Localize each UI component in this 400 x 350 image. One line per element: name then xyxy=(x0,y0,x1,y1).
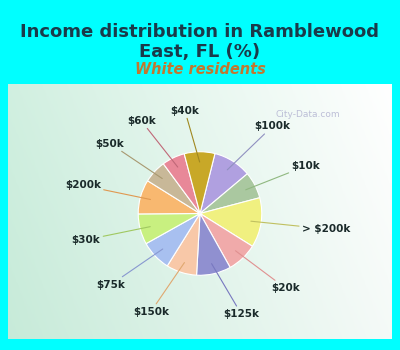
Wedge shape xyxy=(148,164,200,214)
Wedge shape xyxy=(167,214,200,275)
Wedge shape xyxy=(138,214,200,244)
Text: $10k: $10k xyxy=(246,161,320,190)
Wedge shape xyxy=(184,152,215,214)
Text: $100k: $100k xyxy=(227,121,290,170)
Text: City-Data.com: City-Data.com xyxy=(275,110,340,119)
Text: Income distribution in Ramblewood: Income distribution in Ramblewood xyxy=(20,23,380,41)
Text: East, FL (%): East, FL (%) xyxy=(140,43,260,61)
Text: $200k: $200k xyxy=(65,181,150,199)
Text: $150k: $150k xyxy=(133,262,184,317)
Wedge shape xyxy=(163,154,200,214)
Text: > $200k: > $200k xyxy=(251,221,350,234)
Wedge shape xyxy=(146,214,200,266)
Text: $40k: $40k xyxy=(170,106,200,162)
Text: White residents: White residents xyxy=(134,63,266,77)
Text: $60k: $60k xyxy=(127,116,178,167)
Text: $75k: $75k xyxy=(96,249,163,289)
Text: $125k: $125k xyxy=(212,264,259,319)
Wedge shape xyxy=(200,214,252,267)
Wedge shape xyxy=(200,198,262,246)
Wedge shape xyxy=(200,174,260,214)
Text: $20k: $20k xyxy=(236,251,300,293)
Wedge shape xyxy=(138,181,200,214)
Text: $50k: $50k xyxy=(96,139,162,178)
Wedge shape xyxy=(200,154,247,214)
Text: $30k: $30k xyxy=(72,227,150,245)
Wedge shape xyxy=(196,214,230,275)
